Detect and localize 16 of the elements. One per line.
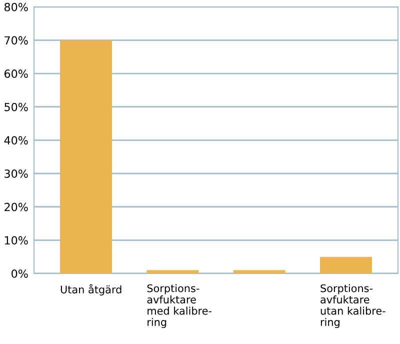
- y-tick-label: 80%: [4, 2, 28, 12]
- y-tick-label: 20%: [4, 202, 28, 212]
- bar: [60, 40, 112, 274]
- y-tick-label: 50%: [4, 102, 28, 112]
- x-tick-label: Sorptions- avfuktare utan kalibre- ring: [320, 284, 386, 328]
- y-tick-label: 0%: [12, 269, 28, 278]
- y-tick-label: 60%: [4, 70, 28, 78]
- bar: [146, 270, 199, 274]
- y-tick-label: 40%: [4, 136, 28, 145]
- y-tick-label: 30%: [4, 169, 28, 178]
- y-tick-label: 10%: [4, 236, 28, 245]
- bar: [233, 270, 286, 274]
- x-tick-label: Utan åtgärd: [60, 284, 122, 296]
- x-tick-label: Sorptions- avfuktare med kalibre- ring: [147, 284, 212, 328]
- y-tick-label: 70%: [4, 36, 28, 45]
- bar: [320, 256, 372, 274]
